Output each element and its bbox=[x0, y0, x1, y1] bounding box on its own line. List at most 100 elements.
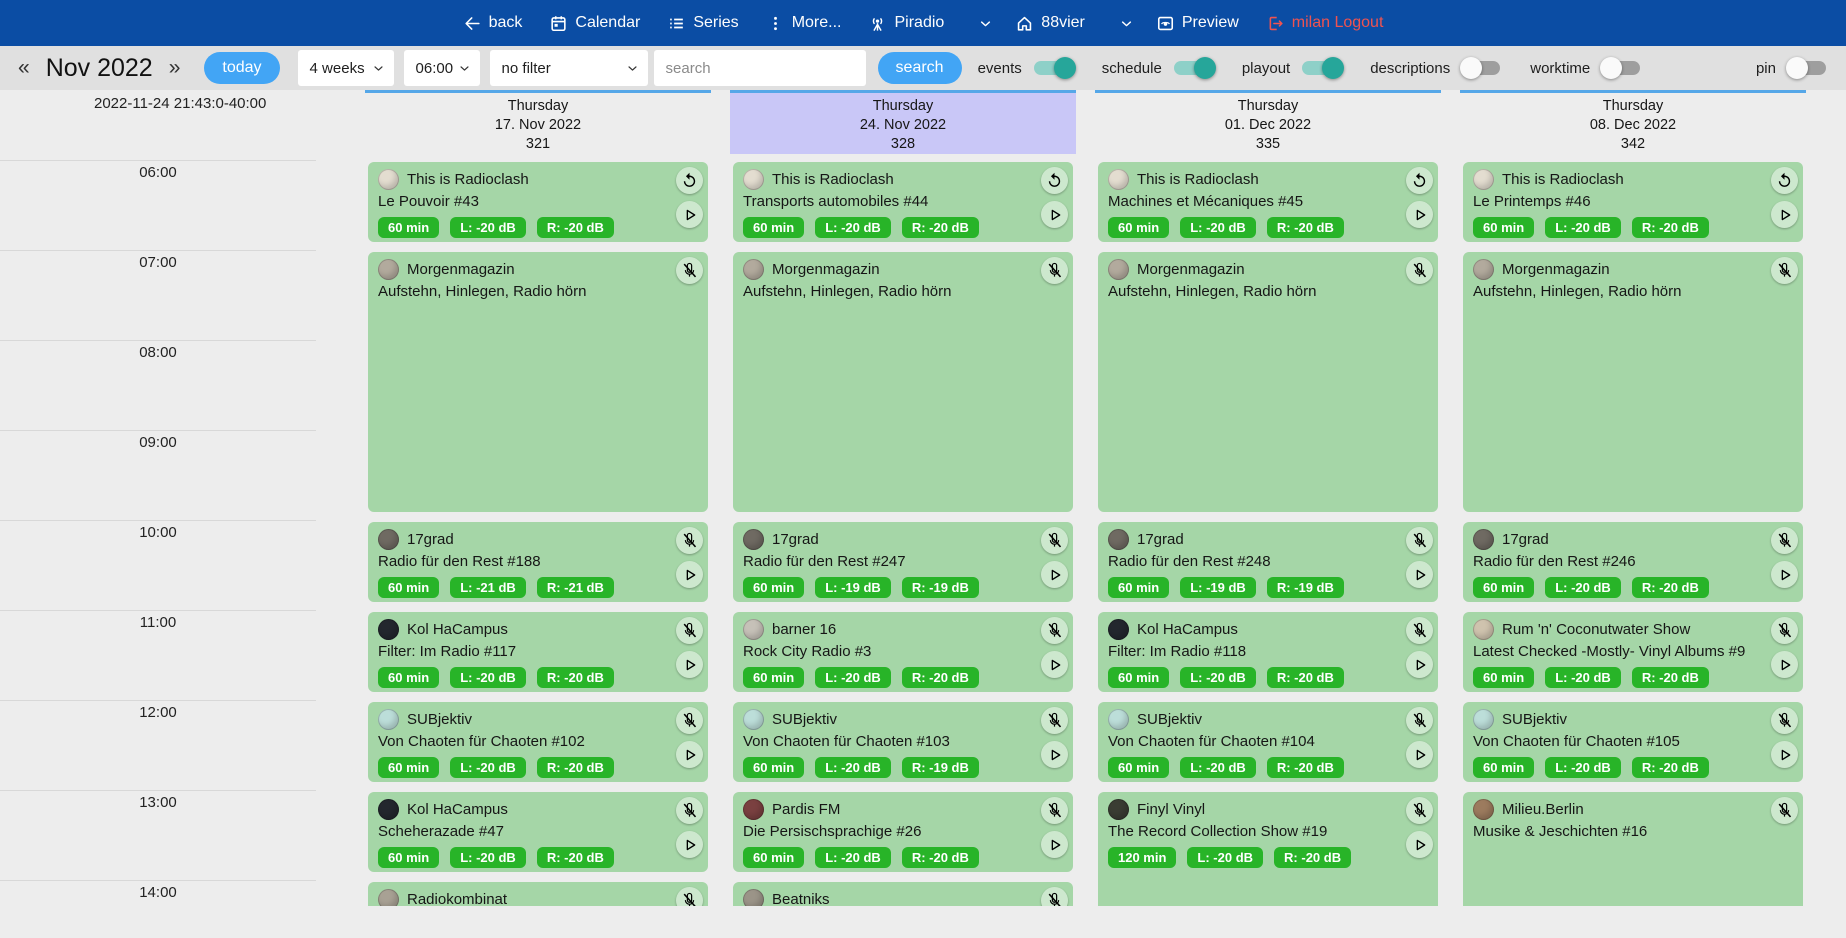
event-card[interactable]: SUBjektiv Von Chaoten für Chaoten #103 60 … bbox=[733, 702, 1073, 782]
mic-off-button[interactable] bbox=[1041, 707, 1068, 734]
mic-off-button[interactable] bbox=[1406, 257, 1433, 284]
event-card[interactable]: 17grad Radio für den Rest #246 60 min L: -2… bbox=[1463, 522, 1803, 602]
search-input[interactable] bbox=[653, 50, 866, 86]
mic-off-button[interactable] bbox=[1041, 797, 1068, 824]
day-header[interactable]: Thursday 08. Dec 2022 342 bbox=[1460, 90, 1806, 154]
event-card[interactable]: Beatniks bbox=[733, 882, 1073, 906]
station-dropdown-chevron[interactable] bbox=[1118, 15, 1135, 32]
event-card[interactable]: Kol HaCampus Scheherazade #47 60 min L: -20… bbox=[368, 792, 708, 872]
play-button[interactable] bbox=[676, 561, 703, 588]
event-card[interactable]: Morgenmagazin Aufstehn, Hinlegen, Radio h… bbox=[1098, 252, 1438, 512]
replay-button[interactable] bbox=[676, 167, 703, 194]
nav-station-button[interactable]: 88vier bbox=[1015, 14, 1085, 33]
schedule-toggle[interactable] bbox=[1173, 57, 1216, 79]
mic-off-button[interactable] bbox=[676, 797, 703, 824]
event-card[interactable]: Rum 'n' Coconutwater Show Latest Checked … bbox=[1463, 612, 1803, 692]
play-button[interactable] bbox=[1406, 651, 1433, 678]
play-button[interactable] bbox=[1041, 561, 1068, 588]
play-button[interactable] bbox=[1406, 561, 1433, 588]
worktime-toggle[interactable] bbox=[1600, 57, 1641, 79]
search-button[interactable]: search bbox=[877, 52, 962, 84]
mic-off-button[interactable] bbox=[676, 887, 703, 906]
play-button[interactable] bbox=[1041, 831, 1068, 858]
play-button[interactable] bbox=[1771, 741, 1798, 768]
day-header[interactable]: Thursday 01. Dec 2022 335 bbox=[1095, 90, 1441, 154]
prev-month-button[interactable]: « bbox=[18, 56, 30, 79]
event-card[interactable]: SUBjektiv Von Chaoten für Chaoten #102 60 … bbox=[368, 702, 708, 782]
filter-select[interactable]: no filter bbox=[489, 50, 648, 86]
event-card[interactable]: This is Radioclash Machines et Mécaniques… bbox=[1098, 162, 1438, 242]
play-button[interactable] bbox=[1406, 201, 1433, 228]
mic-off-button[interactable] bbox=[676, 707, 703, 734]
mic-off-button[interactable] bbox=[1406, 707, 1433, 734]
day-header[interactable]: Thursday 24. Nov 2022 328 bbox=[730, 90, 1076, 154]
event-card[interactable]: 17grad Radio für den Rest #248 60 min L: -1… bbox=[1098, 522, 1438, 602]
event-card[interactable]: SUBjektiv Von Chaoten für Chaoten #105 60 … bbox=[1463, 702, 1803, 782]
pin-toggle[interactable] bbox=[1786, 57, 1826, 79]
mic-off-button[interactable] bbox=[1041, 527, 1068, 554]
play-button[interactable] bbox=[676, 831, 703, 858]
nav-more-button[interactable]: More... bbox=[766, 14, 841, 33]
replay-button[interactable] bbox=[1771, 167, 1798, 194]
nav-logout-button[interactable]: milan Logout bbox=[1266, 14, 1383, 33]
play-button[interactable] bbox=[1041, 201, 1068, 228]
event-card[interactable]: This is Radioclash Le Printemps #46 60 min… bbox=[1463, 162, 1803, 242]
nav-series-button[interactable]: Series bbox=[667, 14, 739, 33]
piradio-dropdown-chevron[interactable] bbox=[977, 15, 994, 32]
events-toggle[interactable] bbox=[1033, 57, 1076, 79]
show-name: Rum 'n' Coconutwater Show bbox=[1502, 621, 1691, 638]
mic-off-button[interactable] bbox=[1771, 797, 1798, 824]
mic-off-button[interactable] bbox=[1406, 527, 1433, 554]
event-card[interactable]: This is Radioclash Transports automobiles… bbox=[733, 162, 1073, 242]
event-card[interactable]: Morgenmagazin Aufstehn, Hinlegen, Radio h… bbox=[368, 252, 708, 512]
mic-off-button[interactable] bbox=[1771, 257, 1798, 284]
mic-off-button[interactable] bbox=[1771, 527, 1798, 554]
play-button[interactable] bbox=[676, 651, 703, 678]
event-card[interactable]: Finyl Vinyl The Record Collection Show #1… bbox=[1098, 792, 1438, 906]
mic-off-button[interactable] bbox=[676, 527, 703, 554]
mic-off-button[interactable] bbox=[1771, 617, 1798, 644]
start-time-select[interactable]: 06:00 bbox=[403, 50, 480, 86]
mic-off-button[interactable] bbox=[676, 257, 703, 284]
mic-off-button[interactable] bbox=[1041, 887, 1068, 906]
event-card[interactable]: 17grad Radio für den Rest #188 60 min L: -2… bbox=[368, 522, 708, 602]
event-card[interactable]: Radiokombinat bbox=[368, 882, 708, 906]
nav-back-button[interactable]: back bbox=[463, 14, 522, 33]
event-card[interactable]: SUBjektiv Von Chaoten für Chaoten #104 60 … bbox=[1098, 702, 1438, 782]
replay-button[interactable] bbox=[1406, 167, 1433, 194]
event-card[interactable]: 17grad Radio für den Rest #247 60 min L: -1… bbox=[733, 522, 1073, 602]
day-header[interactable]: Thursday 17. Nov 2022 321 bbox=[365, 90, 711, 154]
play-button[interactable] bbox=[676, 201, 703, 228]
event-card[interactable]: Kol HaCampus Filter: Im Radio #118 60 min L… bbox=[1098, 612, 1438, 692]
playout-toggle[interactable] bbox=[1302, 57, 1345, 79]
play-button[interactable] bbox=[1771, 561, 1798, 588]
range-select[interactable]: 4 weeks bbox=[297, 50, 394, 86]
mic-off-button[interactable] bbox=[1771, 707, 1798, 734]
mic-off-button[interactable] bbox=[1406, 797, 1433, 824]
event-card[interactable]: This is Radioclash Le Pouvoir #43 60 min L:… bbox=[368, 162, 708, 242]
event-card[interactable]: barner 16 Rock City Radio #3 60 min L: -20 … bbox=[733, 612, 1073, 692]
nav-calendar-button[interactable]: Calendar bbox=[549, 14, 640, 33]
mic-off-button[interactable] bbox=[676, 617, 703, 644]
event-card[interactable]: Morgenmagazin Aufstehn, Hinlegen, Radio h… bbox=[733, 252, 1073, 512]
event-card[interactable]: Milieu.Berlin Musike & Jeschichten #16 bbox=[1463, 792, 1803, 906]
replay-button[interactable] bbox=[1041, 167, 1068, 194]
descriptions-toggle[interactable] bbox=[1460, 57, 1501, 79]
today-button[interactable]: today bbox=[204, 52, 280, 84]
play-button[interactable] bbox=[676, 741, 703, 768]
nav-piradio-button[interactable]: Piradio bbox=[868, 14, 944, 33]
next-month-button[interactable]: » bbox=[168, 56, 181, 79]
mic-off-button[interactable] bbox=[1041, 257, 1068, 284]
play-button[interactable] bbox=[1406, 741, 1433, 768]
event-card[interactable]: Kol HaCampus Filter: Im Radio #117 60 min L… bbox=[368, 612, 708, 692]
event-card[interactable]: Morgenmagazin Aufstehn, Hinlegen, Radio h… bbox=[1463, 252, 1803, 512]
play-button[interactable] bbox=[1041, 651, 1068, 678]
play-button[interactable] bbox=[1771, 651, 1798, 678]
mic-off-button[interactable] bbox=[1406, 617, 1433, 644]
nav-preview-button[interactable]: Preview bbox=[1156, 14, 1239, 33]
mic-off-button[interactable] bbox=[1041, 617, 1068, 644]
event-card[interactable]: Pardis FM Die Persischsprachige #26 60 min… bbox=[733, 792, 1073, 872]
play-button[interactable] bbox=[1406, 831, 1433, 858]
play-button[interactable] bbox=[1771, 201, 1798, 228]
play-button[interactable] bbox=[1041, 741, 1068, 768]
